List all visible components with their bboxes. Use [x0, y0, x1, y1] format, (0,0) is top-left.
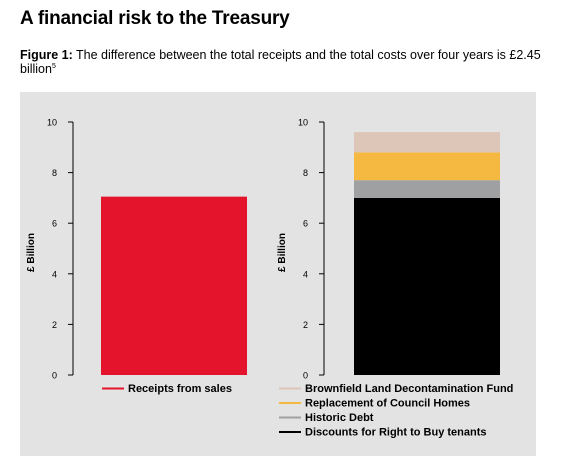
chart-svg: 0 2 4 6 8 10 £ Billion Receipts from sales 0 2 4 6 8… — [26, 118, 513, 439]
bar-segment — [354, 197, 500, 375]
y-tick-label: 8 — [52, 168, 57, 178]
bar-segment — [354, 132, 500, 153]
legend-label: Historic Debt — [305, 412, 374, 424]
legend-label: Brownfield Land Decontamination Fund — [305, 383, 513, 395]
y-tick-label: 0 — [303, 371, 308, 381]
legend-label: Discounts for Right to Buy tenants — [305, 427, 487, 439]
figure-caption: Figure 1: The difference between the tot… — [20, 48, 550, 76]
chart-panel: 0 2 4 6 8 10 £ Billion Receipts from sales 0 2 4 6 8… — [20, 92, 536, 456]
y-tick-label: 8 — [303, 168, 308, 178]
y-tick-label: 2 — [303, 320, 308, 330]
legend-label: Receipts from sales — [128, 383, 232, 395]
legend-label: Replacement of Council Homes — [305, 398, 470, 410]
y-tick-label: 10 — [298, 118, 308, 128]
y-tick-label: 10 — [47, 118, 57, 128]
y-tick-label: 6 — [52, 219, 57, 229]
figure-text: The difference between the total receipt… — [20, 48, 541, 76]
bar-segment — [354, 180, 500, 198]
bar-segment — [354, 152, 500, 181]
y-tick-label: 4 — [303, 269, 308, 279]
figure-footnote: 5 — [51, 62, 56, 70]
y-tick-label: 2 — [52, 320, 57, 330]
y-axis-title: £ Billion — [277, 233, 288, 272]
y-axis-title: £ Billion — [26, 233, 37, 272]
bar-segment — [101, 196, 247, 375]
y-tick-label: 6 — [303, 219, 308, 229]
page-heading: A financial risk to the Treasury — [20, 8, 290, 29]
y-tick-label: 0 — [52, 371, 57, 381]
y-tick-label: 4 — [52, 269, 57, 279]
figure-label: Figure 1: — [20, 48, 73, 62]
